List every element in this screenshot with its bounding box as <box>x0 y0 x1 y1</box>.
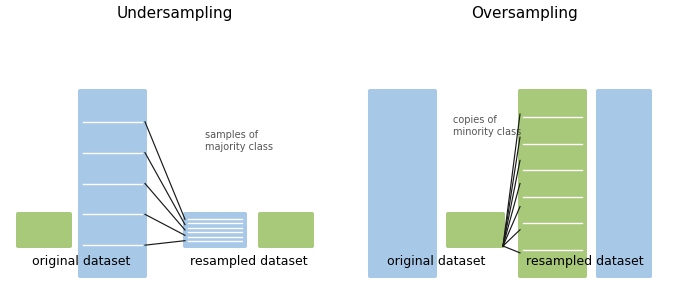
FancyBboxPatch shape <box>16 212 72 248</box>
Text: Undersampling: Undersampling <box>117 6 233 21</box>
Text: original dataset: original dataset <box>32 255 131 268</box>
FancyBboxPatch shape <box>368 89 437 278</box>
FancyBboxPatch shape <box>596 89 652 278</box>
Text: original dataset: original dataset <box>387 255 486 268</box>
Text: copies of
minority class: copies of minority class <box>453 115 522 137</box>
Text: resampled dataset: resampled dataset <box>526 255 644 268</box>
Text: samples of
majority class: samples of majority class <box>205 130 273 152</box>
FancyBboxPatch shape <box>518 89 587 278</box>
FancyBboxPatch shape <box>78 89 147 278</box>
FancyBboxPatch shape <box>258 212 314 248</box>
FancyBboxPatch shape <box>446 212 505 248</box>
FancyBboxPatch shape <box>183 212 247 248</box>
Text: Oversampling: Oversampling <box>472 6 578 21</box>
Text: resampled dataset: resampled dataset <box>190 255 307 268</box>
